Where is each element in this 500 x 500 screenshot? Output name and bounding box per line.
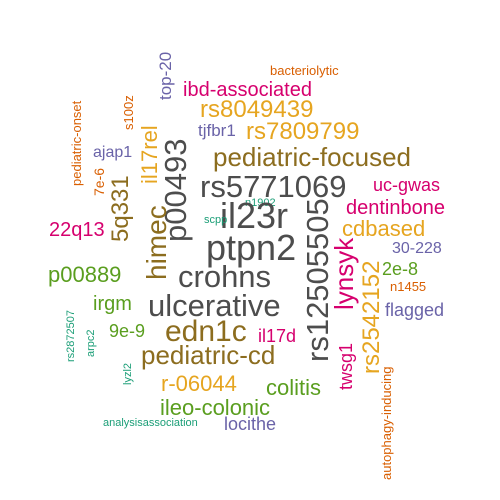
word-pediatric-focused: pediatric-focused — [213, 142, 411, 172]
word-crohns: crohns — [178, 259, 272, 294]
word-rs2872507: rs2872507 — [65, 310, 77, 362]
word-5q331: 5q331 — [107, 175, 134, 242]
word-autophagy-inducing: autophagy-inducing — [379, 366, 394, 480]
word-locithe: locithe — [224, 414, 277, 434]
word-irgm: irgm — [93, 293, 132, 315]
word-pediatric-cd: pediatric-cd — [141, 340, 276, 370]
word-arpc2: arpc2 — [85, 329, 97, 357]
word-dentinbone: dentinbone — [346, 197, 445, 219]
word-p00889: p00889 — [48, 262, 122, 287]
word-rs5771069: rs5771069 — [200, 169, 347, 204]
word-ajap1: ajap1 — [93, 144, 133, 161]
word-rs7809799: rs7809799 — [246, 118, 360, 145]
word-ulcerative: ulcerative — [148, 288, 281, 323]
word-tjfbr1: tjfbr1 — [198, 121, 236, 140]
word-9e-9: 9e-9 — [109, 321, 146, 341]
word-il23r: il23r — [220, 195, 289, 236]
word-cdbased: cdbased — [342, 216, 426, 241]
word-lynsyk: lynsyk — [329, 237, 359, 310]
word-ibd-associated: ibd-associated — [183, 79, 312, 101]
word-bacteriolytic: bacteriolytic — [270, 63, 339, 78]
word-s100z: s100z — [121, 95, 136, 130]
word-ileo-colonic: ileo-colonic — [160, 395, 271, 420]
word-analysisassociation: analysisassociation — [103, 417, 198, 429]
word-n1902: n1902 — [245, 197, 276, 209]
word-n1455: n1455 — [390, 279, 427, 294]
word-2e-8: 2e-8 — [382, 259, 419, 279]
word-himec: himec — [141, 205, 172, 280]
word-rs8049439: rs8049439 — [200, 96, 314, 123]
word-il17d: il17d — [258, 326, 297, 346]
word-pediatric-onset: pediatric-onset — [69, 100, 84, 186]
word-rs2542152: rs2542152 — [358, 260, 385, 374]
word-scpp: scpp — [204, 214, 228, 226]
word-30-228: 30-228 — [392, 240, 442, 257]
word-r-06044: r-06044 — [161, 371, 237, 396]
word-colitis: colitis — [266, 375, 322, 400]
word-ptpn2: ptpn2 — [206, 227, 297, 268]
word-uc-gwas: uc-gwas — [373, 175, 441, 195]
word-22q13: 22q13 — [49, 219, 105, 241]
word-7e-6: 7e-6 — [91, 167, 107, 196]
word-top-20: top-20 — [156, 51, 175, 100]
word-edn1c: edn1c — [165, 315, 247, 348]
word-lyzl2: lyzl2 — [122, 362, 134, 385]
word-twsg1: twsg1 — [336, 342, 356, 390]
word-flagged: flagged — [385, 300, 445, 320]
